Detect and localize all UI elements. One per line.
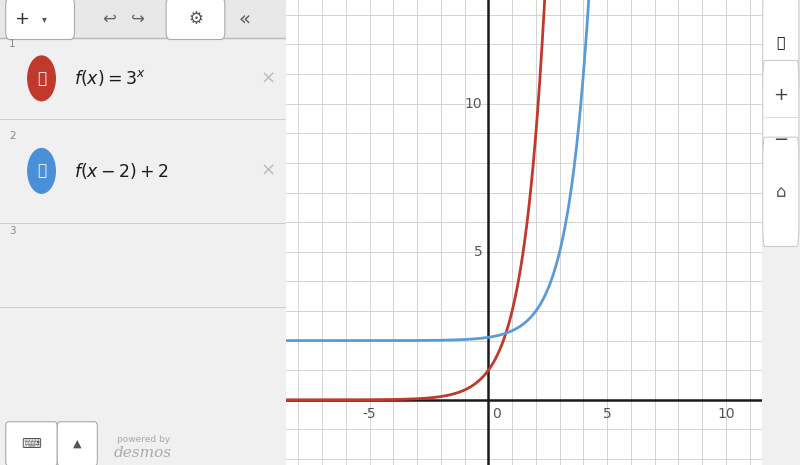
Text: ↩: ↩ bbox=[102, 10, 116, 28]
Text: $f(x-2)+2$: $f(x-2)+2$ bbox=[74, 161, 170, 181]
FancyBboxPatch shape bbox=[0, 0, 286, 38]
Text: +: + bbox=[774, 86, 788, 104]
Text: 5: 5 bbox=[602, 407, 611, 421]
FancyBboxPatch shape bbox=[166, 0, 225, 40]
Text: 1: 1 bbox=[9, 39, 16, 49]
Text: 𝒩: 𝒩 bbox=[37, 163, 46, 179]
Text: «: « bbox=[239, 10, 251, 28]
Text: 10: 10 bbox=[717, 407, 734, 421]
FancyBboxPatch shape bbox=[762, 137, 799, 246]
Text: $f(x) = 3^x$: $f(x) = 3^x$ bbox=[74, 68, 146, 88]
Text: ⚙: ⚙ bbox=[189, 10, 204, 28]
FancyBboxPatch shape bbox=[762, 0, 799, 98]
Text: ⌨: ⌨ bbox=[22, 437, 42, 451]
Text: ↪: ↪ bbox=[130, 10, 145, 28]
FancyBboxPatch shape bbox=[762, 60, 799, 174]
Text: ▲: ▲ bbox=[73, 438, 82, 449]
Text: 2: 2 bbox=[9, 132, 16, 141]
FancyBboxPatch shape bbox=[6, 0, 74, 40]
Text: +: + bbox=[14, 10, 29, 28]
Text: −: − bbox=[774, 131, 788, 148]
Text: 10: 10 bbox=[465, 97, 482, 111]
Text: 𝒩: 𝒩 bbox=[37, 71, 46, 86]
Text: powered by: powered by bbox=[117, 435, 170, 444]
Text: 0: 0 bbox=[492, 407, 501, 421]
Text: -5: -5 bbox=[362, 407, 376, 421]
Circle shape bbox=[28, 149, 55, 193]
Text: ⌂: ⌂ bbox=[775, 183, 786, 200]
Text: 3: 3 bbox=[9, 226, 16, 236]
FancyBboxPatch shape bbox=[6, 422, 58, 465]
FancyBboxPatch shape bbox=[58, 422, 98, 465]
Circle shape bbox=[28, 56, 55, 101]
Text: 5: 5 bbox=[474, 245, 482, 259]
Text: 🔧: 🔧 bbox=[777, 36, 785, 50]
Text: ▾: ▾ bbox=[42, 14, 47, 24]
Text: desmos: desmos bbox=[114, 446, 172, 460]
Text: ×: × bbox=[260, 162, 275, 180]
Text: ×: × bbox=[260, 69, 275, 87]
